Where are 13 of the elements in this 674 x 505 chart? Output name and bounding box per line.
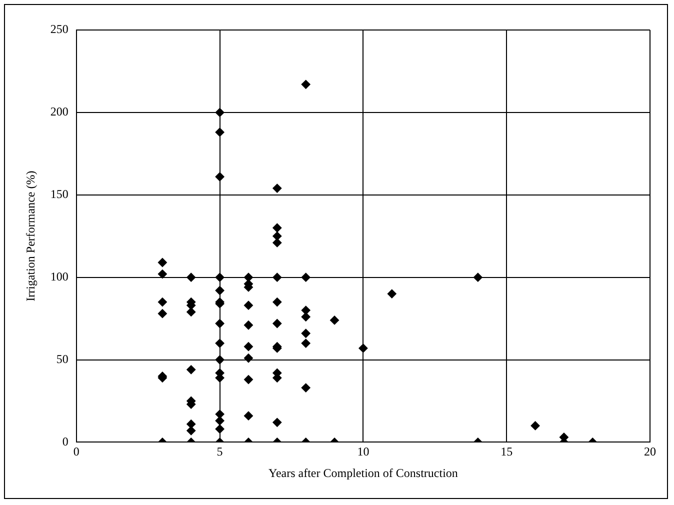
y-tick-label: 50	[56, 352, 68, 366]
x-tick-label: 0	[73, 444, 80, 459]
x-tick-label: 5	[216, 444, 223, 459]
y-tick-label: 250	[50, 22, 68, 36]
x-axis-title: Years after Completion of Construction	[268, 466, 458, 480]
y-tick-label: 100	[50, 269, 68, 284]
x-tick-label: 10	[357, 444, 370, 459]
y-tick-label: 0	[62, 434, 68, 448]
y-axis-title: Irrigation Performance (%)	[23, 170, 38, 302]
y-tick-label: 200	[50, 104, 68, 119]
x-tick-label: 20	[644, 444, 656, 459]
x-tick-label: 15	[500, 444, 513, 459]
y-tick-label: 150	[50, 187, 68, 202]
